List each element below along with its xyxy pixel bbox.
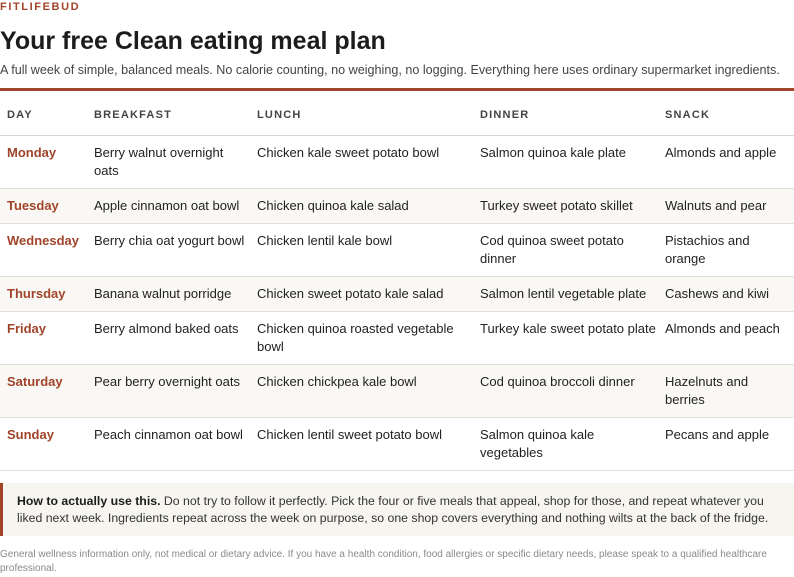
table-row: Wednesday Berry chia oat yogurt bowl Chi…: [0, 223, 794, 277]
dinner-cell: Cod quinoa sweet potato dinner: [480, 223, 665, 277]
day-cell: Tuesday: [0, 188, 94, 224]
lunch-cell: Chicken kale sweet potato bowl: [257, 135, 480, 189]
brand-label: FITLIFEBUD: [0, 1, 81, 13]
lunch-cell: Chicken quinoa kale salad: [257, 188, 480, 224]
breakfast-cell: Peach cinnamon oat bowl: [94, 417, 257, 471]
lunch-cell: Chicken lentil kale bowl: [257, 223, 480, 277]
column-header-breakfast: BREAKFAST: [94, 91, 257, 136]
table-row: Monday Berry walnut overnight oats Chick…: [0, 135, 794, 189]
table-row: Sunday Peach cinnamon oat bowl Chicken l…: [0, 417, 794, 471]
breakfast-cell: Berry walnut overnight oats: [94, 135, 257, 189]
lunch-cell: Chicken sweet potato kale salad: [257, 276, 480, 312]
header-divider: [0, 88, 794, 91]
day-cell: Sunday: [0, 417, 94, 471]
dinner-cell: Salmon lentil vegetable plate: [480, 276, 665, 312]
day-cell: Saturday: [0, 364, 94, 418]
breakfast-cell: Pear berry overnight oats: [94, 364, 257, 418]
breakfast-cell: Banana walnut porridge: [94, 276, 257, 312]
column-header-snack: SNACK: [665, 91, 794, 136]
dinner-cell: Turkey sweet potato skillet: [480, 188, 665, 224]
column-header-dinner: DINNER: [480, 91, 665, 136]
usage-tip-callout: How to actually use this. Do not try to …: [0, 483, 794, 536]
day-cell: Wednesday: [0, 223, 94, 277]
table-header-row: DAY BREAKFAST LUNCH DINNER SNACK: [0, 91, 794, 136]
meal-plan-table: DAY BREAKFAST LUNCH DINNER SNACK Monday …: [0, 91, 794, 471]
disclaimer-text: General wellness information only, not m…: [0, 549, 767, 574]
day-cell: Monday: [0, 135, 94, 189]
dinner-cell: Turkey kale sweet potato plate: [480, 311, 665, 365]
snack-cell: Walnuts and pear: [665, 188, 794, 224]
snack-cell: Pistachios and orange: [665, 223, 794, 277]
page-title: Your free Clean eating meal plan: [0, 27, 386, 55]
lunch-cell: Chicken quinoa roasted vegetable bowl: [257, 311, 480, 365]
dinner-cell: Salmon quinoa kale plate: [480, 135, 665, 189]
lunch-cell: Chicken chickpea kale bowl: [257, 364, 480, 418]
callout-heading: How to actually use this.: [17, 494, 161, 508]
table-row: Friday Berry almond baked oats Chicken q…: [0, 311, 794, 365]
snack-cell: Almonds and apple: [665, 135, 794, 189]
breakfast-cell: Berry chia oat yogurt bowl: [94, 223, 257, 277]
dinner-cell: Cod quinoa broccoli dinner: [480, 364, 665, 418]
dinner-cell: Salmon quinoa kale vegetables: [480, 417, 665, 471]
day-cell: Thursday: [0, 276, 94, 312]
snack-cell: Hazelnuts and berries: [665, 364, 794, 418]
column-header-day: DAY: [0, 91, 94, 136]
breakfast-cell: Apple cinnamon oat bowl: [94, 188, 257, 224]
lunch-cell: Chicken lentil sweet potato bowl: [257, 417, 480, 471]
snack-cell: Almonds and peach: [665, 311, 794, 365]
table-row: Tuesday Apple cinnamon oat bowl Chicken …: [0, 188, 794, 224]
day-cell: Friday: [0, 311, 94, 365]
page-subtitle: A full week of simple, balanced meals. N…: [0, 63, 780, 77]
callout-body: Do not try to follow it perfectly. Pick …: [17, 494, 769, 525]
breakfast-cell: Berry almond baked oats: [94, 311, 257, 365]
table-row: Thursday Banana walnut porridge Chicken …: [0, 276, 794, 312]
snack-cell: Pecans and apple: [665, 417, 794, 471]
column-header-lunch: LUNCH: [257, 91, 480, 136]
snack-cell: Cashews and kiwi: [665, 276, 794, 312]
table-row: Saturday Pear berry overnight oats Chick…: [0, 364, 794, 418]
